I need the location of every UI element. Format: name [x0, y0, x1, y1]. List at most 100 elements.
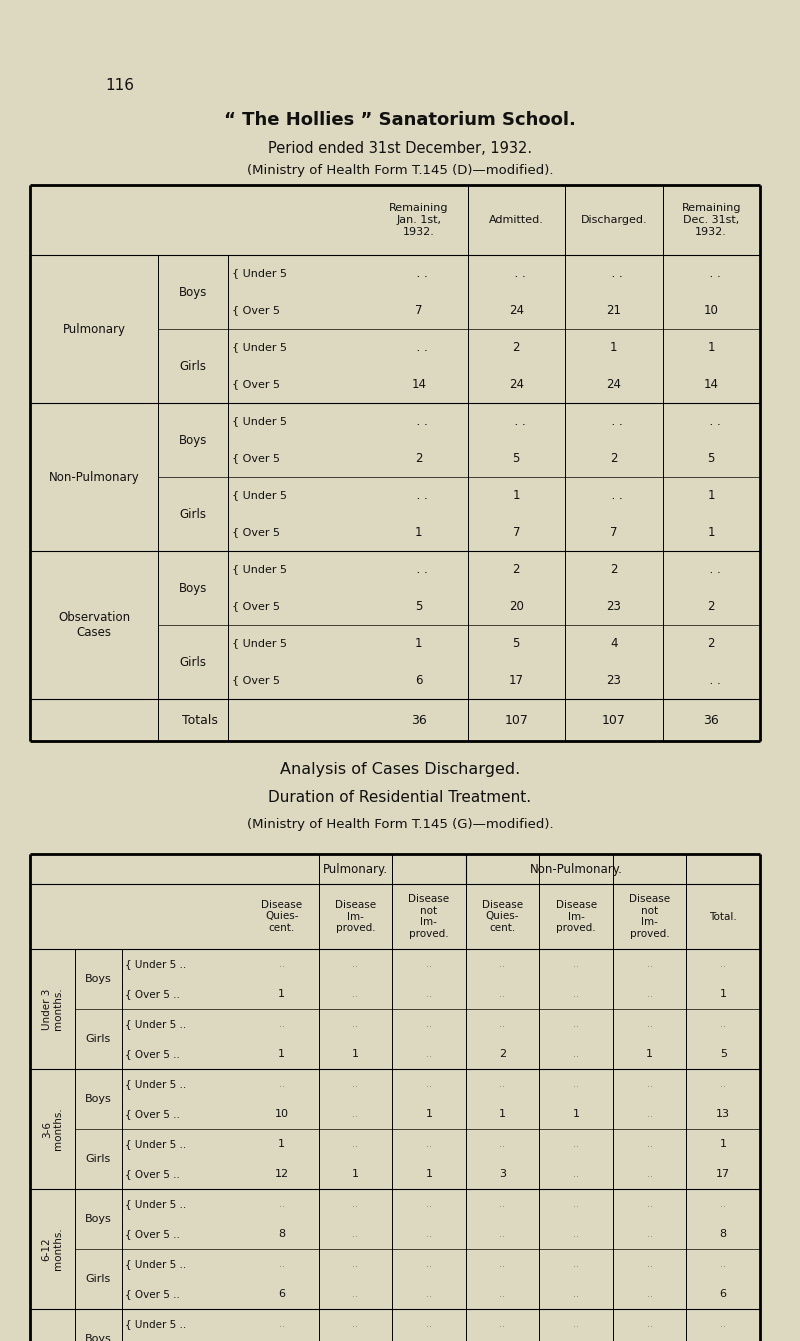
Text: 1: 1 [707, 526, 715, 539]
Text: 116: 116 [105, 78, 134, 93]
Text: { Under 5 ..: { Under 5 .. [125, 1019, 186, 1029]
Text: . .: . . [507, 414, 526, 428]
Text: ..: .. [646, 1199, 653, 1210]
Text: . .: . . [410, 563, 428, 577]
Text: ..: .. [573, 1199, 579, 1210]
Text: { Under 5 ..: { Under 5 .. [125, 1320, 186, 1329]
Text: 23: 23 [606, 675, 621, 687]
Text: ..: .. [278, 1080, 285, 1089]
Text: ..: .. [573, 1080, 579, 1089]
Text: . .: . . [410, 341, 428, 354]
Text: ..: .. [573, 1169, 579, 1179]
Text: 1: 1 [573, 1109, 579, 1118]
Text: 1: 1 [720, 990, 726, 999]
Text: Observation
Cases: Observation Cases [58, 611, 130, 640]
Text: Totals: Totals [182, 713, 218, 727]
Text: Girls: Girls [179, 359, 206, 373]
Text: Disease
Im-
proved.: Disease Im- proved. [555, 900, 597, 933]
Text: 1: 1 [499, 1109, 506, 1118]
Text: . .: . . [702, 414, 721, 428]
Text: ..: .. [573, 990, 579, 999]
Text: ..: .. [646, 1228, 653, 1239]
Text: 2: 2 [610, 563, 618, 577]
Text: { Under 5: { Under 5 [232, 565, 287, 574]
Text: Boys: Boys [179, 582, 207, 594]
Text: ..: .. [278, 1320, 285, 1329]
Text: ..: .. [646, 1320, 653, 1329]
Text: 1: 1 [415, 637, 422, 650]
Text: { Under 5: { Under 5 [232, 342, 287, 353]
Text: Girls: Girls [86, 1274, 111, 1283]
Text: Under 3
months.: Under 3 months. [42, 987, 63, 1030]
Text: . .: . . [702, 267, 721, 280]
Text: Disease
Quies-
cent.: Disease Quies- cent. [482, 900, 523, 933]
Text: ..: .. [720, 1080, 726, 1089]
Text: Analysis of Cases Discharged.: Analysis of Cases Discharged. [280, 762, 520, 776]
Text: ..: .. [352, 959, 358, 970]
Text: . .: . . [604, 414, 623, 428]
Text: 24: 24 [509, 378, 524, 392]
Text: { Over 5: { Over 5 [232, 306, 280, 315]
Text: ..: .. [352, 1109, 358, 1118]
Text: ..: .. [426, 1080, 432, 1089]
Text: ..: .. [720, 1019, 726, 1029]
Text: ..: .. [278, 959, 285, 970]
Text: ..: .. [426, 990, 432, 999]
Text: 36: 36 [703, 713, 719, 727]
Text: 1: 1 [707, 489, 715, 502]
Text: 10: 10 [274, 1109, 289, 1118]
Text: 1: 1 [610, 341, 618, 354]
Text: Girls: Girls [179, 656, 206, 669]
Text: ..: .. [573, 1228, 579, 1239]
Text: { Under 5 ..: { Under 5 .. [125, 1080, 186, 1089]
Text: 107: 107 [504, 713, 528, 727]
Text: Boys: Boys [179, 433, 207, 447]
Text: Non-Pulmonary.: Non-Pulmonary. [530, 862, 622, 876]
Text: Pulmonary.: Pulmonary. [322, 862, 388, 876]
Text: ..: .. [352, 1199, 358, 1210]
Text: 7: 7 [610, 526, 618, 539]
Text: { Under 5: { Under 5 [232, 268, 287, 279]
Text: Remaining
Jan. 1st,
1932.: Remaining Jan. 1st, 1932. [389, 204, 449, 236]
Text: ..: .. [573, 1289, 579, 1299]
Text: ..: .. [573, 1259, 579, 1269]
Text: ..: .. [646, 959, 653, 970]
Text: ..: .. [426, 1019, 432, 1029]
Text: ..: .. [278, 1259, 285, 1269]
Text: ..: .. [646, 1080, 653, 1089]
Text: { Over 5 ..: { Over 5 .. [125, 1169, 180, 1179]
Text: { Under 5 ..: { Under 5 .. [125, 1259, 186, 1269]
Text: 23: 23 [606, 599, 621, 613]
Text: ..: .. [426, 1199, 432, 1210]
Text: 8: 8 [278, 1228, 286, 1239]
Text: 21: 21 [606, 304, 622, 316]
Text: ..: .. [499, 1259, 506, 1269]
Text: Disease
not
Im-
proved.: Disease not Im- proved. [408, 894, 450, 939]
Text: 2: 2 [707, 599, 715, 613]
Text: { Over 5: { Over 5 [232, 380, 280, 389]
Text: ..: .. [278, 1019, 285, 1029]
Text: ..: .. [646, 1139, 653, 1149]
Text: 1: 1 [352, 1049, 359, 1059]
Text: . .: . . [604, 267, 623, 280]
Text: { Over 5 ..: { Over 5 .. [125, 1049, 180, 1059]
Text: ..: .. [426, 1139, 432, 1149]
Text: 2: 2 [610, 452, 618, 465]
Text: Discharged.: Discharged. [581, 215, 647, 225]
Text: ..: .. [352, 1139, 358, 1149]
Text: 36: 36 [411, 713, 426, 727]
Text: ..: .. [426, 1049, 432, 1059]
Text: Boys: Boys [85, 1094, 112, 1104]
Text: 7: 7 [513, 526, 520, 539]
Text: { Over 5 ..: { Over 5 .. [125, 1109, 180, 1118]
Text: 13: 13 [716, 1109, 730, 1118]
Text: 1: 1 [426, 1109, 433, 1118]
Text: Boys: Boys [179, 286, 207, 299]
Text: { Under 5 ..: { Under 5 .. [125, 1199, 186, 1210]
Text: ..: .. [499, 1289, 506, 1299]
Text: Disease
Im-
proved.: Disease Im- proved. [334, 900, 376, 933]
Text: 24: 24 [509, 304, 524, 316]
Text: ..: .. [426, 1259, 432, 1269]
Text: 6: 6 [415, 675, 422, 687]
Text: Non-Pulmonary: Non-Pulmonary [49, 471, 139, 484]
